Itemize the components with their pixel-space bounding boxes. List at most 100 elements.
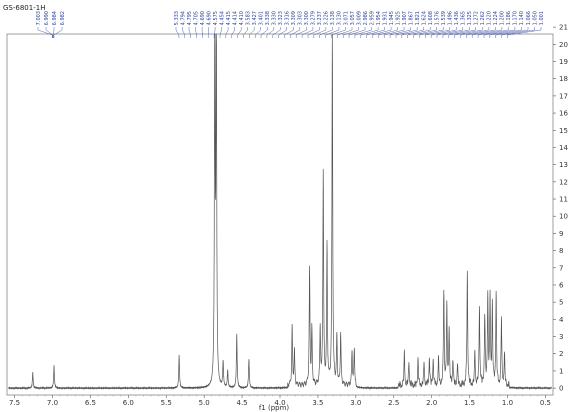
peak-label: 4.454 [219, 11, 225, 25]
peak-label: 1.272 [474, 11, 480, 25]
peak-label-connector [489, 27, 522, 38]
peak-label-connector [296, 27, 307, 38]
peak-label: 1.186 [506, 11, 512, 25]
peak-label-connector [395, 27, 418, 38]
peak-label-connector [225, 27, 229, 38]
peak-label: 1.624 [422, 11, 428, 25]
y-tick-label: 19 [559, 58, 568, 66]
peak-label: 6.984 [52, 11, 58, 25]
y-tick-label: 6 [559, 281, 564, 289]
x-tick-label: 5.5 [161, 399, 172, 407]
x-tick-label: 6.5 [85, 399, 96, 407]
peak-label: 4.415 [226, 11, 232, 25]
x-tick-label: 1.0 [502, 399, 513, 407]
peak-label-connector [501, 27, 535, 38]
peak-label: 4.690 [206, 11, 212, 25]
peak-label-connector [372, 27, 392, 38]
y-tick-label: 18 [559, 75, 568, 83]
peak-label-connector [495, 27, 529, 38]
peak-label: 3.071 [343, 11, 349, 25]
peak-label-connector [425, 27, 450, 38]
x-tick-label: 2.0 [426, 399, 437, 407]
peak-label-connector [384, 27, 405, 38]
peak-label: 3.303 [298, 11, 304, 25]
x-tick-label: 0.5 [540, 399, 551, 407]
peak-label-connector [419, 27, 444, 38]
peak-label: 4.410 [239, 11, 245, 25]
peak-label: 3.316 [285, 11, 291, 25]
peak-label: 3.226 [324, 11, 330, 25]
peak-label: 1.050 [532, 11, 538, 25]
peak-label: 3.138 [330, 11, 336, 25]
peak-label-connector [401, 27, 424, 38]
peak-label-connector [343, 27, 359, 38]
peak-label: 6.982 [60, 11, 66, 25]
peak-label-connector [219, 27, 222, 38]
peak-label-connector [442, 27, 470, 38]
y-tick-label: 2 [559, 350, 563, 358]
peak-label: 6.990 [44, 11, 50, 25]
peak-label: 1.262 [480, 11, 486, 25]
peak-label-connector [331, 27, 346, 38]
x-tick-label: 3.0 [350, 399, 361, 407]
y-tick-label: 16 [559, 110, 568, 118]
peak-label-connector [466, 27, 496, 38]
y-tick-label: 5 [559, 299, 563, 307]
peak-label-connector [182, 27, 185, 38]
peak-label-connector [260, 27, 268, 38]
peak-label-connector [278, 27, 287, 38]
y-tick-label: 14 [559, 144, 568, 152]
y-tick-label: 4 [559, 316, 564, 324]
peak-label-connector [337, 27, 353, 38]
x-axis-label: f1 (ppm) [259, 404, 290, 412]
peak-label: 1.576 [435, 11, 441, 25]
peak-label: 2.986 [363, 11, 369, 25]
peak-label: 3.279 [311, 11, 317, 25]
peak-label: 1.224 [493, 11, 499, 25]
peak-label: 1.608 [428, 11, 434, 25]
peak-label-connector [255, 27, 261, 38]
peak-label-connector [407, 27, 431, 38]
peak-label-connector [454, 27, 483, 38]
peak-label-connector [307, 27, 320, 38]
peak-label-connector [284, 27, 294, 38]
peak-label: 1.365 [461, 11, 467, 25]
peak-label-connector [477, 27, 509, 38]
x-tick-label: 2.5 [388, 399, 399, 407]
x-tick-label: 7.5 [9, 399, 20, 407]
peak-label-connector [389, 27, 411, 38]
x-tick-label: 6.0 [123, 399, 134, 407]
peak-label: 4.705 [193, 11, 199, 25]
y-tick-label: 17 [559, 92, 568, 100]
peak-label-connector [188, 27, 191, 38]
spectrum-trace [8, 33, 552, 391]
peak-label-connector [483, 27, 516, 38]
peak-label-connector [249, 27, 255, 38]
peak-label-connector [195, 27, 197, 38]
peak-label-connector [460, 27, 490, 38]
peak-label: 4.690 [200, 11, 206, 25]
peak-label: 4.575 [213, 11, 219, 25]
x-tick-label: 5.0 [199, 399, 210, 407]
peak-label-connector [507, 27, 542, 38]
peak-label-connector [366, 27, 385, 38]
y-tick-label: 7 [559, 264, 563, 272]
peak-label-connector [413, 27, 437, 38]
peak-label: 1.954 [376, 11, 382, 25]
peak-label: 1.066 [526, 11, 532, 25]
peak-label-connector [213, 27, 216, 38]
peak-label-connector [378, 27, 398, 38]
peak-label-connector [243, 27, 248, 38]
y-tick-label: 0 [559, 385, 563, 393]
peak-label: 3.427 [252, 11, 258, 25]
peak-label: 7.003 [36, 11, 42, 25]
y-tick-label: 1 [559, 367, 563, 375]
y-tick-label: 3 [559, 333, 563, 341]
peak-label: 3.300 [304, 11, 310, 25]
peak-label-connector [53, 27, 63, 38]
peak-label: 4.795 [187, 11, 193, 25]
x-tick-label: 1.5 [464, 399, 475, 407]
